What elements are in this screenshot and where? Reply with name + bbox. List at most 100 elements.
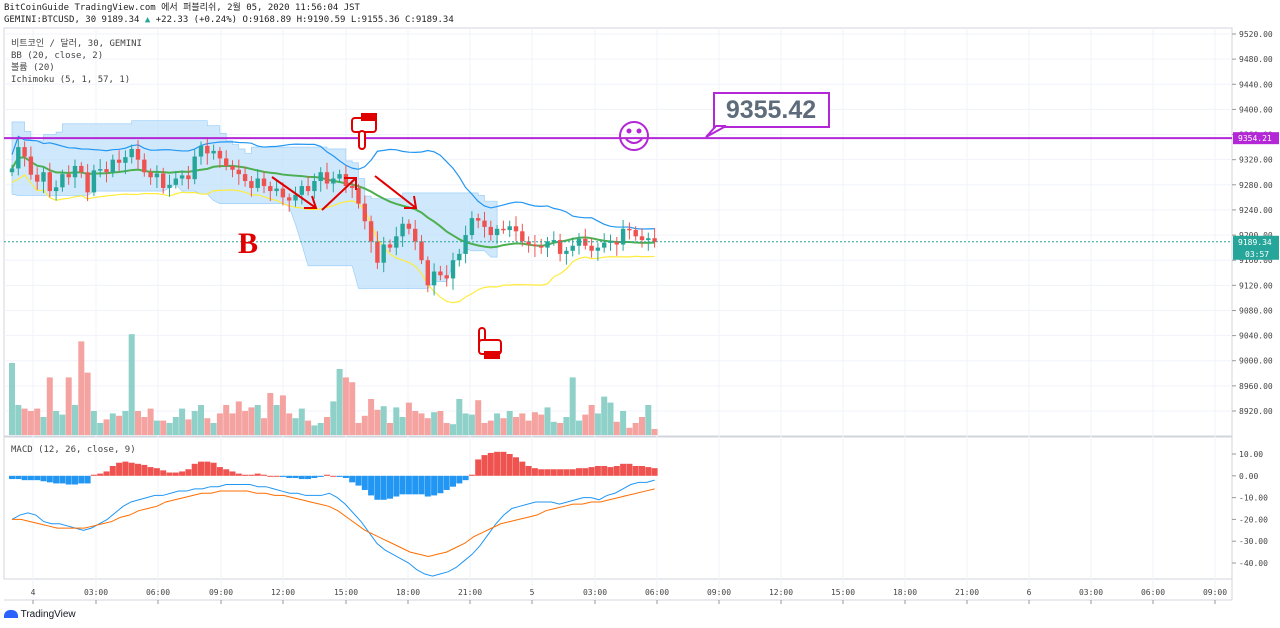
volume-bar — [500, 418, 507, 435]
candle-body — [614, 241, 619, 245]
macd-tick-label: 10.00 — [1239, 450, 1263, 459]
candle-body — [167, 184, 172, 188]
macd-histogram-bar — [324, 474, 330, 476]
volume-bar — [487, 420, 494, 435]
macd-tick-label: -30.00 — [1239, 537, 1268, 546]
macd-histogram-bar — [569, 469, 576, 476]
volume-bar — [368, 399, 375, 435]
candle-body — [463, 235, 468, 254]
volume-bar — [21, 408, 28, 435]
macd-histogram-bar — [550, 469, 557, 476]
bb-upper-line — [11, 135, 655, 230]
candle-body — [211, 150, 216, 154]
macd-histogram-bar — [172, 472, 179, 476]
volume-bar — [248, 407, 255, 435]
candle-body — [450, 260, 456, 279]
candle-body — [589, 245, 594, 251]
candle-body — [652, 238, 657, 242]
volume-bar — [424, 418, 431, 435]
candle-body — [104, 169, 109, 173]
time-tick-label: 5 — [530, 588, 535, 597]
last-price: 9189.34 — [101, 15, 140, 25]
volume-bar — [632, 423, 639, 435]
last-price-tag — [1233, 235, 1279, 260]
macd-histogram-bar — [242, 474, 249, 476]
legend-volume[interactable]: 볼륨 (20) — [11, 63, 55, 73]
macd-histogram-bar — [267, 475, 274, 477]
time-tick-label: 6 — [1027, 588, 1032, 597]
volume-bar — [160, 420, 167, 435]
macd-histogram-bar — [355, 475, 362, 486]
volume-bar — [450, 424, 456, 435]
candle-body — [205, 145, 210, 154]
volume-bar — [185, 419, 192, 435]
volume-bar — [569, 377, 576, 435]
macd-histogram-bar — [223, 469, 230, 476]
candle-body — [469, 218, 475, 236]
macd-histogram-bar — [456, 475, 463, 484]
legend-macd[interactable]: MACD (12, 26, close, 9) — [11, 445, 136, 455]
price-callout[interactable]: 9355.42 — [705, 92, 830, 138]
macd-histogram-bar — [122, 461, 129, 476]
time-tick-label: 03:00 — [84, 588, 108, 597]
time-axis-labels: 4 03:00 06:00 09:00 12:00 15:00 18:00 21:00 5 03:… — [31, 588, 1227, 604]
price-tick-label: 9000.00 — [1239, 357, 1273, 366]
price-tick-label: 9440.00 — [1239, 80, 1273, 89]
candle-body — [268, 186, 273, 192]
tradingview-logo[interactable]: TradingView — [4, 609, 76, 620]
volume-bar — [393, 407, 400, 435]
bar-countdown: 03:57 — [1245, 250, 1269, 259]
macd-histogram-bar — [632, 465, 639, 476]
candle-body — [576, 238, 582, 246]
volume-bar — [279, 395, 286, 435]
time-tick-label: 4 — [31, 588, 36, 597]
legend-title[interactable]: 비트코인 / 달러, 30, GEMINI — [11, 39, 142, 49]
macd-histogram-bar — [424, 475, 431, 497]
candle-body — [72, 165, 78, 178]
candle-body — [494, 228, 500, 236]
volume-bar — [141, 417, 148, 435]
price-pane[interactable] — [3, 27, 1233, 437]
volume-bar — [538, 414, 545, 435]
macd-pane[interactable] — [3, 436, 1233, 580]
macd-histogram-bar — [160, 470, 167, 476]
macd-histogram-bar — [59, 475, 66, 484]
macd-histogram-bar — [576, 468, 582, 476]
candle-body — [41, 172, 46, 182]
macd-histogram-bar — [582, 468, 589, 476]
volume-bar — [229, 413, 236, 435]
macd-histogram-bar — [46, 475, 53, 483]
volume-bar — [298, 408, 305, 435]
candle-body — [129, 148, 134, 158]
bb-lower-line — [11, 174, 655, 304]
macd-histogram-bar — [601, 465, 608, 476]
volume-bar — [103, 419, 110, 435]
volume-bar — [166, 423, 173, 435]
macd-histogram-bar — [607, 467, 614, 476]
macd-histogram-bar — [506, 454, 513, 476]
tradingview-icon — [4, 610, 18, 619]
macd-tick-label: 0.00 — [1239, 472, 1258, 481]
volume-bar — [147, 408, 154, 435]
volume-bar — [97, 423, 104, 435]
macd-histogram-bar — [204, 461, 211, 476]
macd-tick-label: -20.00 — [1239, 515, 1268, 524]
legend-ichimoku[interactable]: Ichimoku (5, 1, 57, 1) — [11, 75, 131, 85]
candle-body — [583, 238, 588, 246]
price-tick-label: 8920.00 — [1239, 407, 1273, 416]
candle-body — [557, 240, 563, 254]
publish-info: BitCoinGuide TradingView.com 에서 퍼블리쉬, 2월… — [4, 3, 360, 14]
volume-bar — [53, 411, 60, 435]
candle-body — [419, 241, 424, 261]
volume-bar — [431, 412, 438, 435]
volume-bar — [645, 405, 652, 435]
macd-histogram-bar — [198, 461, 204, 476]
candle-body — [513, 226, 519, 232]
legend-bb[interactable]: BB (20, close, 2) — [11, 51, 104, 61]
time-tick-label: 06:00 — [146, 588, 170, 597]
macd-histogram-bar — [191, 463, 198, 476]
volume-bar — [109, 413, 116, 435]
volume-bar — [128, 334, 135, 435]
volume-bar — [494, 413, 501, 435]
